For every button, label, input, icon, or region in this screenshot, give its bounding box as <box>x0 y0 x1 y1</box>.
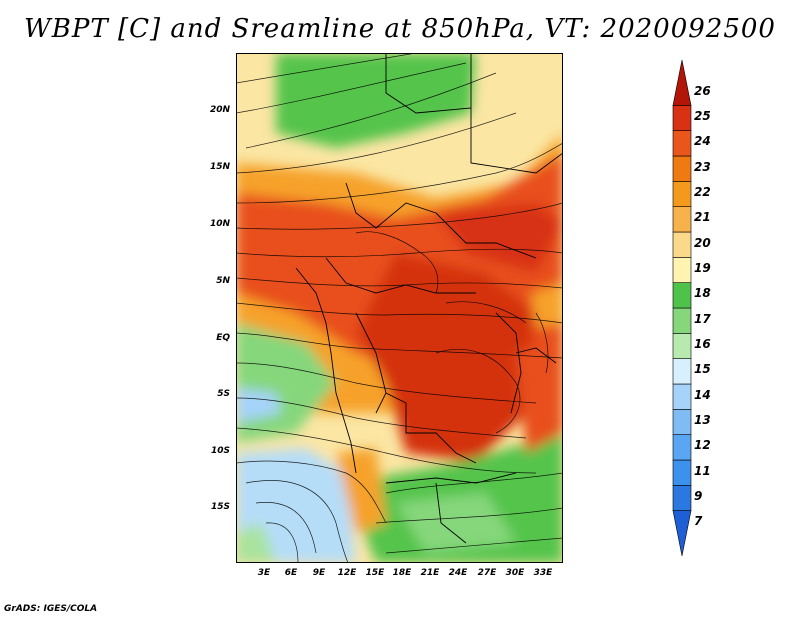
legend-label: 25 <box>694 109 711 123</box>
legend-swatch <box>672 358 692 385</box>
chart-title: WBPT [C] and Sreamline at 850hPa, VT: 20… <box>24 14 776 44</box>
legend-label: 18 <box>694 286 711 301</box>
country-boundaries <box>295 53 563 544</box>
lat-label: EQ <box>216 333 230 343</box>
map-frame <box>236 53 563 563</box>
legend-swatch <box>672 206 692 233</box>
legend-label: 7 <box>694 514 703 529</box>
legend-swatch <box>672 231 692 258</box>
lon-label: 9E <box>312 568 326 578</box>
legend-label: 20 <box>694 235 711 250</box>
lon-label: 15E <box>365 568 385 578</box>
legend-label: 17 <box>694 311 711 326</box>
legend-label: 12 <box>694 438 711 453</box>
legend-label: 9 <box>694 489 703 503</box>
lat-label: 10S <box>210 446 230 456</box>
legend-swatch <box>672 333 692 359</box>
legend-swatch <box>672 105 692 131</box>
lon-label: 12E <box>337 568 357 578</box>
legend-label: 24 <box>694 134 711 149</box>
legend-label: 13 <box>694 413 711 427</box>
legend-swatch <box>672 459 692 486</box>
legend-swatch <box>672 383 692 410</box>
legend-swatch <box>672 282 692 309</box>
lon-label: 18E <box>392 568 412 578</box>
legend-label: 21 <box>694 210 711 225</box>
credit-text: GrADS: IGES/COLA <box>4 604 98 614</box>
legend-label: 11 <box>694 463 711 478</box>
lon-label: 33E <box>533 568 553 578</box>
legend-label: 23 <box>694 159 711 174</box>
legend-label: 14 <box>694 387 711 402</box>
legend-label: 19 <box>694 261 711 275</box>
lat-label: 20N <box>209 105 230 115</box>
color-legend <box>672 59 692 557</box>
wbpt-map <box>236 53 563 563</box>
lat-label: 10N <box>209 219 230 229</box>
legend-swatch <box>672 510 692 557</box>
legend-label: 22 <box>694 185 711 199</box>
lon-label: 27E <box>477 568 497 578</box>
legend-swatch <box>672 181 692 207</box>
streamlines <box>236 53 563 563</box>
legend-swatch <box>672 257 692 283</box>
legend-swatch <box>672 409 692 435</box>
lat-label: 5S <box>217 389 230 399</box>
lat-label: 5N <box>216 276 230 286</box>
legend-swatch <box>672 485 692 511</box>
lon-label: 24E <box>448 568 468 578</box>
legend-swatch <box>672 59 692 106</box>
legend-swatch <box>672 130 692 157</box>
lon-label: 30E <box>505 568 525 578</box>
legend-label: 26 <box>694 83 711 98</box>
lat-label: 15S <box>210 502 230 512</box>
legend-label: 15 <box>694 362 711 377</box>
lon-label: 21E <box>420 568 440 578</box>
lon-label: 3E <box>257 568 271 578</box>
legend-label: 16 <box>694 337 711 351</box>
lat-label: 15N <box>209 162 230 172</box>
legend-swatch <box>672 307 692 334</box>
lon-label: 6E <box>284 568 298 578</box>
legend-swatch <box>672 434 692 461</box>
legend-swatch <box>672 155 692 182</box>
